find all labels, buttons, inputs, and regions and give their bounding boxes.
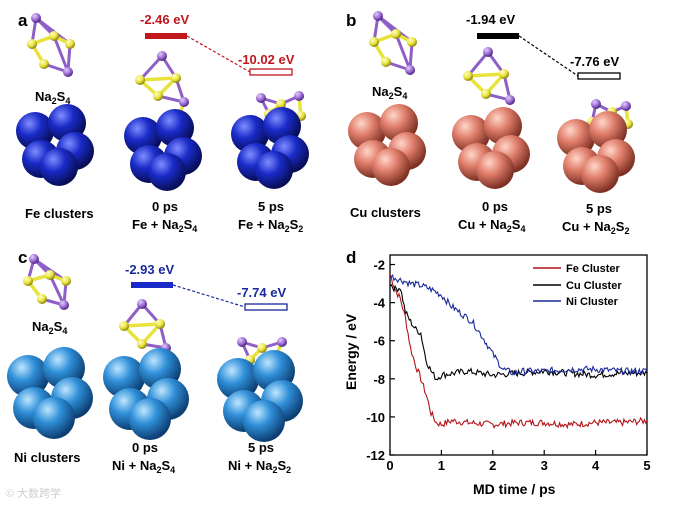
energy-label-0ps: -2.46 eV — [140, 12, 189, 27]
x-axis-label: MD time / ps — [473, 481, 556, 497]
state-time-5ps: 5 ps — [248, 440, 274, 455]
x-tick-label: 5 — [643, 458, 650, 473]
state-formula-5ps: Fe + Na2S2 — [238, 217, 303, 234]
formula-label: Na2S4 — [32, 319, 67, 336]
y-tick-label: -10 — [366, 410, 385, 425]
energy-label-0ps: -1.94 eV — [466, 12, 515, 27]
energy-bar-5ps — [249, 68, 293, 76]
x-tick-label: 1 — [438, 458, 445, 473]
state-time-0ps: 0 ps — [152, 199, 178, 214]
y-tick-label: -2 — [373, 258, 385, 273]
energy-bar-5ps — [577, 72, 621, 80]
series-line-cu-cluster — [389, 284, 648, 381]
state-formula-0ps: Cu + Na2S4 — [458, 217, 525, 234]
metal-cluster — [124, 109, 202, 191]
y-axis-label: Energy / eV — [343, 313, 359, 390]
adsorbed-structure-0ps — [119, 299, 171, 353]
state-formula-0ps: Fe + Na2S4 — [132, 217, 197, 234]
legend-label: Ni Cluster — [566, 296, 619, 308]
energy-label-0ps: -2.93 eV — [125, 262, 174, 277]
x-axis-ticks: 0 1 2 3 4 5 — [386, 450, 651, 473]
state-formula-0ps: Ni + Na2S4 — [112, 458, 175, 475]
y-axis-ticks: -2 -4 -6 -8 -10 -12 — [366, 258, 395, 463]
energy-label-5ps: -7.76 eV — [570, 54, 619, 69]
energy-connector — [518, 35, 579, 77]
series-line-ni-cluster — [389, 274, 648, 376]
metal-cluster — [452, 107, 530, 189]
legend-label: Fe Cluster — [566, 263, 621, 275]
y-tick-label: -6 — [373, 334, 385, 349]
x-tick-label: 0 — [386, 458, 393, 473]
metal-cluster — [557, 111, 635, 193]
energy-bar-0ps — [477, 33, 519, 39]
state-time-5ps: 5 ps — [258, 199, 284, 214]
energy-bar-0ps — [131, 282, 173, 288]
panel-letter: c — [18, 248, 27, 267]
panel-b: b Na2S4 Cu clusters -1.94 eV -7.76 e — [346, 11, 635, 236]
plot-frame — [389, 254, 648, 456]
metal-cluster — [217, 350, 303, 442]
panel-c: c Na2S4 Ni clusters -2.93 eV -7.74 e — [7, 248, 303, 475]
energy-connector — [172, 284, 246, 308]
metal-cluster — [16, 104, 94, 186]
panel-letter: b — [346, 11, 356, 30]
energy-bar-5ps — [244, 303, 288, 311]
energy-label-5ps: -10.02 eV — [238, 52, 295, 67]
energy-label-5ps: -7.74 eV — [237, 285, 286, 300]
series-line-fe-cluster — [389, 273, 648, 430]
formula-label: Na2S4 — [35, 89, 70, 106]
adsorbed-structure-0ps — [463, 47, 515, 105]
panel-letter: a — [18, 11, 28, 30]
y-tick-label: -12 — [366, 448, 385, 463]
legend-label: Cu Cluster — [566, 280, 622, 292]
na2s4-molecule — [27, 13, 75, 77]
energy-connector — [186, 35, 251, 73]
panel-letter: d — [346, 248, 356, 267]
x-tick-label: 2 — [489, 458, 496, 473]
panel-d-chart: d -2 -4 -6 -8 -10 -12 0 1 2 3 4 5 Energy / eV MD t… — [343, 248, 651, 497]
x-tick-label: 3 — [541, 458, 548, 473]
y-tick-label: -8 — [373, 372, 385, 387]
state-formula-5ps: Cu + Na2S2 — [562, 219, 629, 236]
cluster-label: Ni clusters — [14, 450, 80, 465]
state-time-0ps: 0 ps — [132, 440, 158, 455]
metal-cluster — [348, 104, 426, 186]
state-formula-5ps: Ni + Na2S2 — [228, 458, 291, 475]
na2s4-molecule — [369, 11, 417, 75]
energy-bar-0ps — [145, 33, 187, 39]
adsorbed-structure-0ps — [135, 51, 189, 118]
metal-cluster — [7, 347, 93, 439]
legend: Fe Cluster Cu Cluster Ni Cluster — [533, 263, 622, 308]
x-tick-label: 4 — [592, 458, 600, 473]
na2s4-molecule — [23, 254, 71, 310]
watermark: © 大数跨学 — [6, 486, 61, 500]
cluster-label: Fe clusters — [25, 206, 94, 221]
y-tick-label: -4 — [373, 296, 385, 311]
cluster-label: Cu clusters — [350, 205, 421, 220]
panel-a: a Na2S4 Fe clusters -2.46 eV — [16, 11, 309, 234]
metal-cluster — [231, 107, 309, 189]
formula-label: Na2S4 — [372, 84, 407, 101]
state-time-0ps: 0 ps — [482, 199, 508, 214]
metal-cluster — [103, 348, 189, 440]
state-time-5ps: 5 ps — [586, 201, 612, 216]
series-lines — [389, 273, 648, 430]
